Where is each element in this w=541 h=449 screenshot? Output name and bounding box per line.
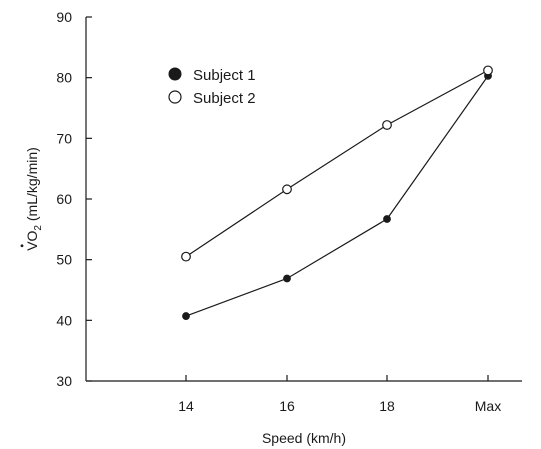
y-tick-label: 80 bbox=[56, 70, 72, 86]
data-point-series-2 bbox=[483, 65, 493, 76]
y-axis-title-main: O bbox=[24, 230, 40, 241]
y-axis-title-text: VO2 (mL/kg/min) bbox=[24, 147, 44, 251]
data-point-series-2 bbox=[181, 251, 191, 262]
data-point-series-2 bbox=[282, 184, 292, 195]
legend-marker-open-circle bbox=[168, 90, 182, 104]
x-tick-label: 16 bbox=[279, 398, 295, 414]
y-axis-title-subscript: 2 bbox=[33, 225, 44, 231]
y-axis-title: VO2 (mL/kg/min) bbox=[20, 147, 44, 251]
legend-label-subject-2: Subject 2 bbox=[193, 90, 256, 107]
x-tick-label: Max bbox=[475, 398, 501, 414]
series-line-2 bbox=[185, 69, 489, 258]
legend: Subject 1 Subject 2 bbox=[168, 67, 256, 107]
y-ticks: 30 40 50 60 70 80 90 bbox=[56, 9, 92, 389]
y-axis-title-unit: (mL/kg/min) bbox=[24, 147, 40, 225]
y-tick-label: 70 bbox=[56, 130, 72, 146]
axes bbox=[85, 17, 522, 382]
y-tick-label: 30 bbox=[56, 373, 72, 389]
data-point-series-1 bbox=[182, 312, 190, 320]
y-tick-label: 90 bbox=[56, 9, 72, 25]
x-axis-title: Speed (km/h) bbox=[262, 430, 346, 446]
legend-label-subject-1: Subject 1 bbox=[193, 67, 256, 84]
series-layer bbox=[181, 65, 493, 320]
y-axis-title-overdot bbox=[20, 244, 24, 248]
data-point-series-1 bbox=[383, 215, 391, 223]
legend-marker-filled-circle bbox=[168, 67, 182, 81]
series-line-1 bbox=[185, 75, 489, 317]
legend-item-subject-2: Subject 2 bbox=[168, 90, 256, 107]
x-tick-label: 14 bbox=[178, 398, 194, 414]
y-tick-label: 50 bbox=[56, 252, 72, 268]
x-ticks: 14 16 18 Max bbox=[178, 375, 501, 414]
y-tick-label: 40 bbox=[56, 312, 72, 328]
y-tick-label: 60 bbox=[56, 191, 72, 207]
y-axis-title-dot-letter: V bbox=[24, 241, 40, 251]
legend-item-subject-1: Subject 1 bbox=[168, 67, 256, 84]
data-point-series-2 bbox=[382, 120, 392, 130]
data-point-series-1 bbox=[283, 274, 291, 283]
x-tick-label: 18 bbox=[379, 398, 395, 414]
